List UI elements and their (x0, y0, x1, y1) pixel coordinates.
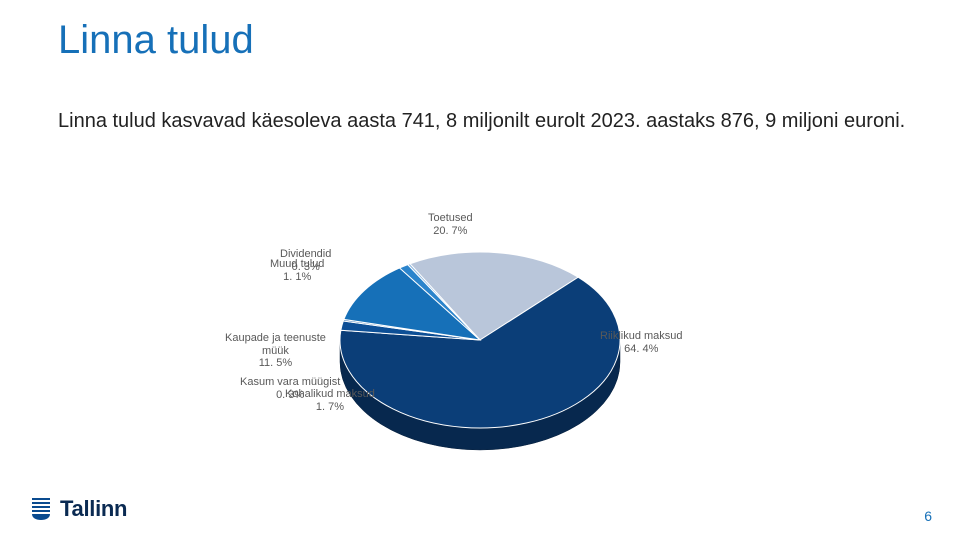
pie-label-toetused: Toetused20. 7% (428, 212, 473, 237)
pie-label-line1: Dividendid (280, 248, 331, 260)
pie-label-value: 0. 3% (276, 389, 304, 401)
pie-label-line1b: müük (262, 345, 289, 357)
pie-label-value: 0. 3% (292, 261, 320, 273)
pie-label-kasum-vara-m-gist: Kasum vara müügist0. 3% (240, 376, 340, 401)
slide-body-text: Linna tulud kasvavad käesoleva aasta 741… (58, 108, 918, 135)
tallinn-logo-icon (30, 496, 52, 522)
pie-label-line1: Riiklikud maksud (600, 330, 683, 342)
slide: Linna tulud Linna tulud kasvavad käesole… (0, 0, 960, 540)
pie-label-kaupade-ja-teenuste-m-k: Kaupade ja teenustemüük11. 5% (225, 332, 326, 370)
pie-label-value: 1. 7% (316, 401, 344, 413)
pie-label-value: 11. 5% (259, 357, 292, 369)
pie-label-line1: Kaupade ja teenuste (225, 332, 326, 344)
pie-label-value: 64. 4% (624, 343, 658, 355)
pie-label-value: 20. 7% (433, 225, 467, 237)
tallinn-wordmark: Tallinn (60, 496, 127, 522)
pie-chart: Toetused20. 7%Riiklikud maksud64. 4%Koha… (180, 190, 780, 490)
pie-label-line1: Kasum vara müügist (240, 376, 340, 388)
page-number: 6 (924, 508, 932, 524)
pie-label-line1: Toetused (428, 212, 473, 224)
footer-logo: Tallinn (30, 496, 127, 522)
pie-label-dividendid: Dividendid0. 3% (280, 248, 331, 273)
slide-title: Linna tulud (58, 18, 254, 63)
pie-label-riiklikud-maksud: Riiklikud maksud64. 4% (600, 330, 683, 355)
